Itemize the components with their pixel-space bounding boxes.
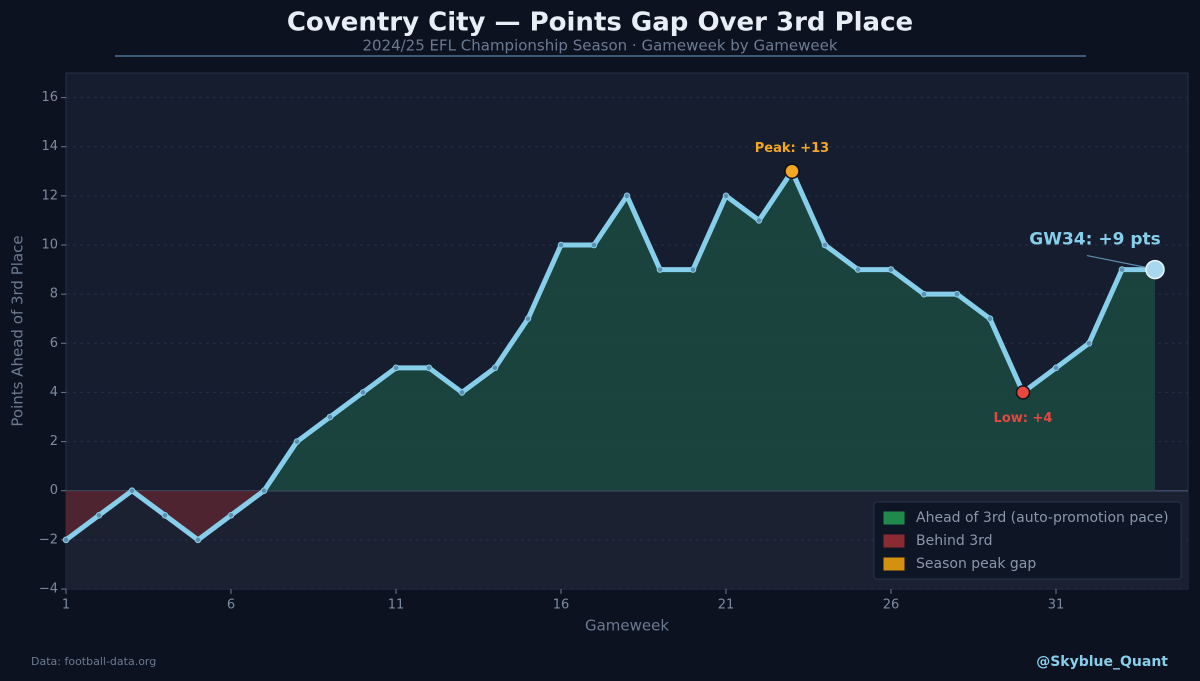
y-tick-label: 6 xyxy=(50,336,58,351)
y-tick-label: 2 xyxy=(50,434,58,449)
x-tick-label: 21 xyxy=(718,598,735,613)
highlight-point xyxy=(784,163,800,180)
y-tick-label: −4 xyxy=(39,582,58,597)
point xyxy=(161,511,169,519)
handle: @Skyblue_Quant xyxy=(1036,654,1168,670)
line xyxy=(64,168,1155,543)
point xyxy=(458,389,466,396)
point xyxy=(557,241,565,249)
legend-swatch xyxy=(883,557,905,571)
chart-title: Coventry City — Points Gap Over 3rd Plac… xyxy=(287,8,913,38)
x-tick-label: 16 xyxy=(553,598,570,613)
legend-swatch xyxy=(883,534,905,548)
y-axis-label: Points Ahead of 3rd Place xyxy=(9,235,27,426)
y-tick-label: 0 xyxy=(50,483,58,498)
x-axis-label: Gameweek xyxy=(585,617,669,635)
y-tick-label: −2 xyxy=(39,532,58,547)
point xyxy=(854,266,862,273)
point xyxy=(656,266,664,273)
point xyxy=(95,511,103,519)
highlight-point xyxy=(1015,385,1031,400)
y-tick-label: 12 xyxy=(41,188,58,203)
point xyxy=(62,536,70,544)
x-tick-label: 31 xyxy=(1048,598,1065,613)
annotation: Low: +4 xyxy=(994,411,1053,426)
annotation: Peak: +13 xyxy=(755,141,829,156)
point xyxy=(491,364,499,372)
point xyxy=(887,266,895,273)
point xyxy=(425,364,433,372)
x-tick-label: 26 xyxy=(883,598,900,613)
point xyxy=(1052,364,1060,372)
y-tick-label: 10 xyxy=(41,238,58,253)
legend-label: Behind 3rd xyxy=(916,533,993,549)
legend-label: Season peak gap xyxy=(916,556,1036,572)
x-tick-label: 6 xyxy=(227,598,235,613)
legend-swatch xyxy=(883,511,905,525)
point xyxy=(722,192,730,200)
highlight-point xyxy=(1145,259,1165,280)
point xyxy=(590,241,598,249)
legend-label: Ahead of 3rd (auto-promotion pace) xyxy=(916,510,1169,526)
y-tick-label: 14 xyxy=(41,139,58,154)
point xyxy=(1118,266,1126,273)
annotation-pointer xyxy=(1086,254,1148,269)
point xyxy=(293,438,301,445)
point xyxy=(326,413,334,421)
point xyxy=(392,364,400,372)
point xyxy=(359,389,367,396)
point xyxy=(953,290,961,298)
point xyxy=(524,315,532,323)
point xyxy=(227,511,235,519)
y-tick-label: 8 xyxy=(50,287,58,302)
point xyxy=(755,217,763,224)
x-tick-label: 11 xyxy=(388,598,405,613)
point xyxy=(1085,339,1093,347)
point xyxy=(128,487,136,495)
point xyxy=(689,266,697,273)
point xyxy=(821,241,829,249)
chart-subtitle: 2024/25 EFL Championship Season · Gamewe… xyxy=(362,37,837,55)
point xyxy=(986,315,994,323)
point xyxy=(623,192,631,200)
point xyxy=(920,290,928,298)
x-tick-label: 1 xyxy=(62,598,70,613)
point xyxy=(194,536,202,544)
y-tick-label: 16 xyxy=(41,90,58,105)
source-note: Data: football-data.org xyxy=(31,655,156,668)
legend-box xyxy=(873,501,1182,580)
y-tick-label: 4 xyxy=(50,385,58,400)
point xyxy=(260,487,268,495)
annotation: GW34: +9 pts xyxy=(1029,230,1160,250)
